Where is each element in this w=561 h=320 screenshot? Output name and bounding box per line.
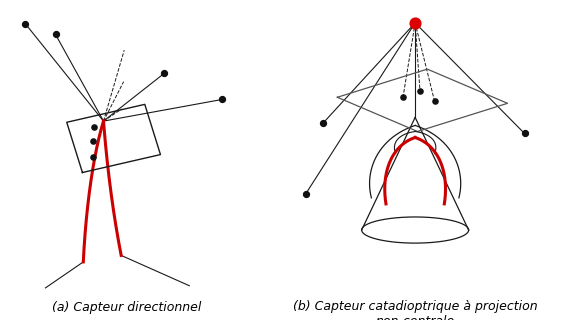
Point — [90, 124, 99, 130]
Point — [411, 20, 420, 25]
Point — [416, 89, 425, 94]
Point — [430, 99, 439, 104]
Text: (b) Capteur catadioptrique à projection non-centrale: (b) Capteur catadioptrique à projection … — [293, 300, 537, 320]
Point — [21, 21, 30, 26]
Point — [51, 32, 60, 37]
Point — [89, 154, 98, 159]
Point — [89, 138, 98, 143]
Point — [218, 97, 227, 102]
Point — [398, 95, 407, 100]
Point — [301, 191, 310, 196]
Point — [318, 121, 327, 126]
Point — [160, 71, 169, 76]
Point — [520, 131, 529, 136]
Text: (a) Capteur directionnel: (a) Capteur directionnel — [52, 301, 201, 314]
